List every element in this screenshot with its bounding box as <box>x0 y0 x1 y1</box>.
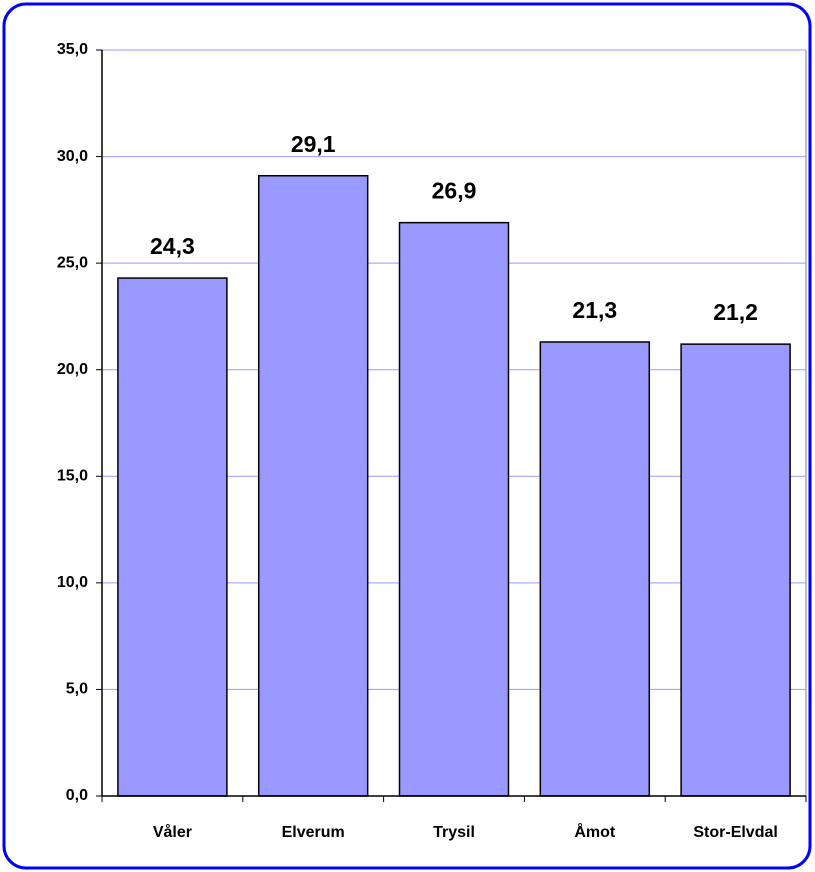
bar <box>117 277 228 797</box>
y-tick-label: 30,0 <box>57 148 88 165</box>
bar <box>680 343 791 797</box>
y-tick-label: 20,0 <box>57 361 88 378</box>
x-tick-label: Stor-Elvdal <box>693 824 777 841</box>
x-tick-label: Våler <box>153 823 192 841</box>
data-label: 29,1 <box>291 131 336 157</box>
bar <box>539 341 651 797</box>
data-label: 26,9 <box>432 178 477 204</box>
y-tick-label: 35,0 <box>57 41 88 58</box>
data-label: 21,2 <box>713 299 758 325</box>
y-tick-label: 15,0 <box>57 468 88 485</box>
y-tick-label: 10,0 <box>57 574 88 591</box>
y-tick-label: 25,0 <box>57 254 88 271</box>
data-label: 21,3 <box>572 297 617 323</box>
x-tick-label: Åmot <box>574 822 616 841</box>
bar <box>257 175 369 797</box>
x-tick-label: Trysil <box>433 824 475 841</box>
x-tick-label: Elverum <box>282 824 345 841</box>
data-label: 24,3 <box>150 233 195 259</box>
bar <box>398 221 510 797</box>
y-tick-label: 5,0 <box>66 681 88 698</box>
y-tick-label: 0,0 <box>66 787 88 804</box>
